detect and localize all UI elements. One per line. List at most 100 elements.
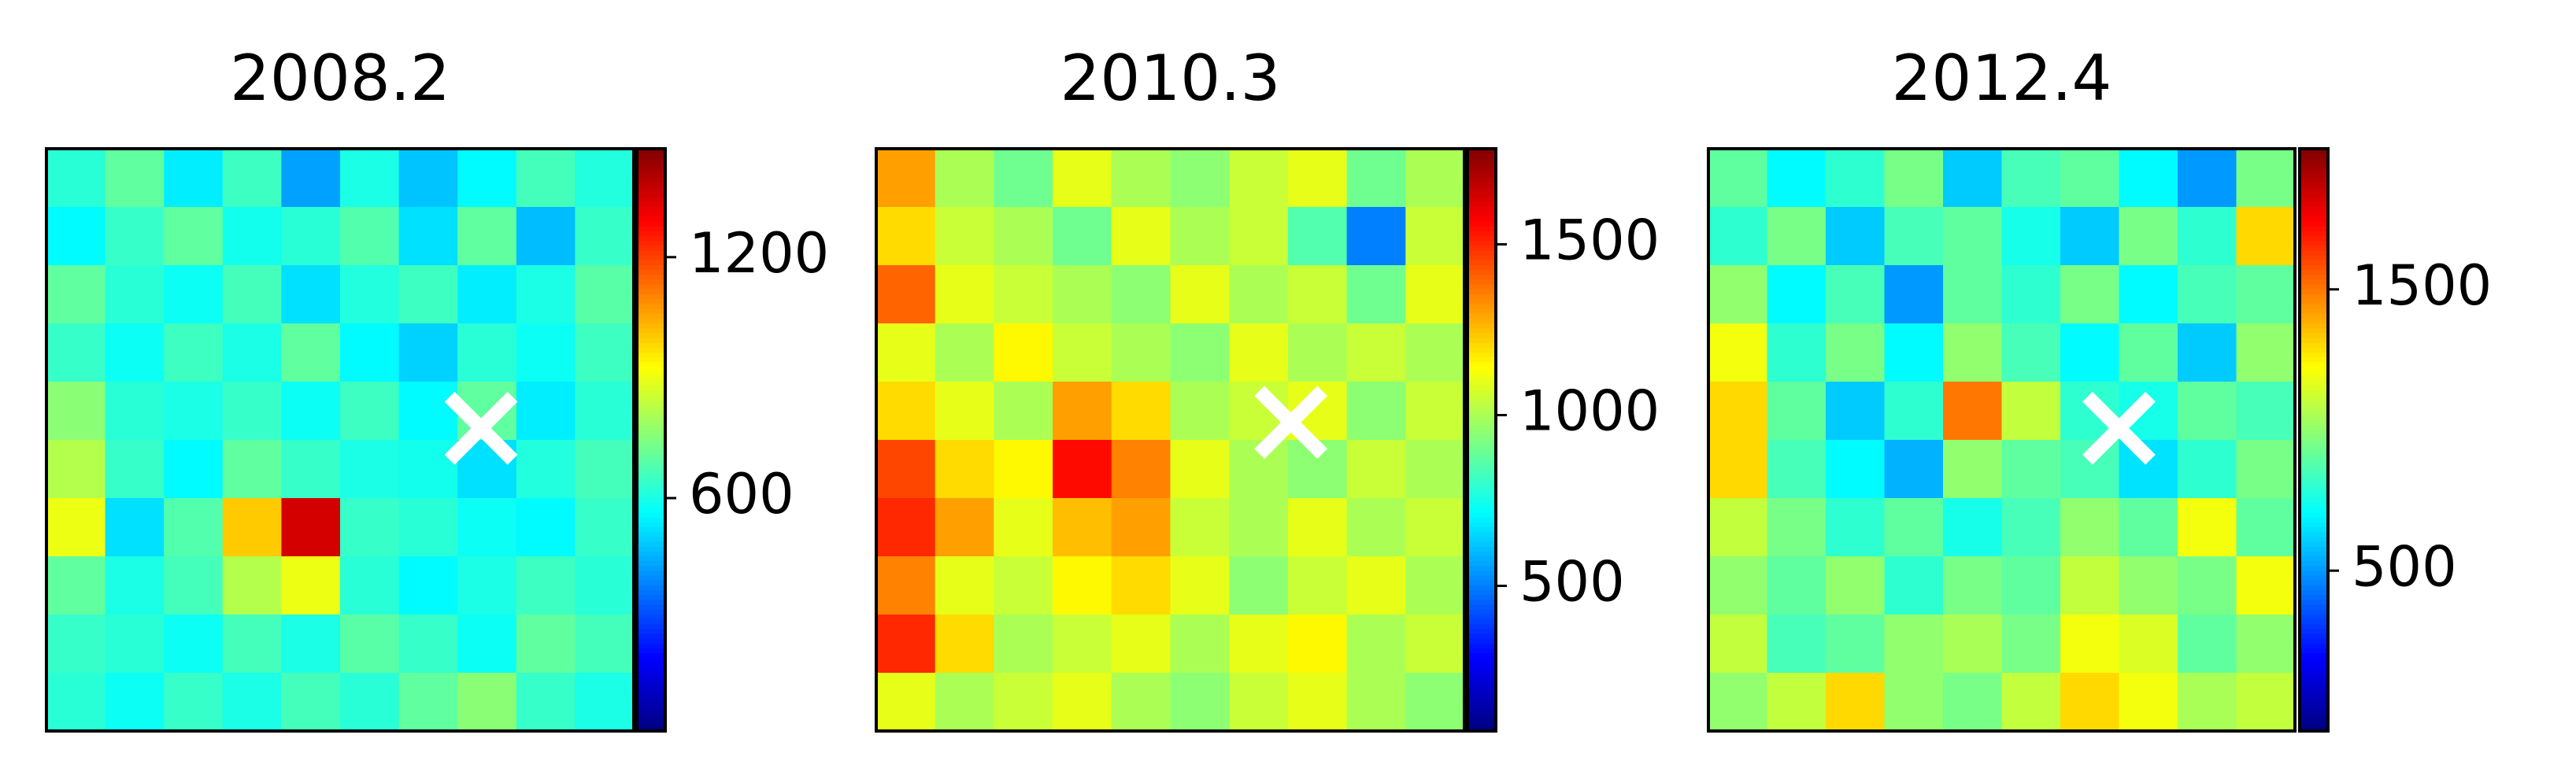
heatmap-cell	[457, 615, 517, 674]
heatmap-cell	[1884, 149, 1944, 208]
colorbar-segment	[2300, 265, 2328, 271]
heatmap-cell	[1287, 149, 1348, 208]
colorbar-segment	[1468, 517, 1496, 523]
colorbar-segment	[637, 255, 665, 261]
heatmap-cell	[281, 207, 341, 266]
colorbar-segment	[1468, 537, 1496, 543]
heatmap-cell	[1346, 440, 1406, 499]
heatmap-cell	[105, 265, 165, 324]
heatmap-cell	[994, 265, 1053, 324]
marker	[444, 391, 518, 465]
heatmap-cell	[575, 440, 635, 499]
colorbar-segment	[1468, 308, 1496, 315]
colorbar-segment	[1468, 250, 1496, 257]
colorbar-segment	[1468, 323, 1496, 329]
heatmap-cell	[994, 615, 1053, 674]
heatmap-cell	[1053, 265, 1112, 324]
colorbar-segment	[1468, 279, 1496, 286]
colorbar-segment	[637, 216, 665, 223]
heatmap-cell	[1826, 556, 1886, 615]
colorbar-segment	[637, 725, 665, 732]
colorbar-segment	[1468, 231, 1496, 237]
colorbar-segment	[2300, 556, 2328, 562]
colorbar-segment	[2300, 648, 2328, 654]
colorbar-segment	[1468, 178, 1496, 183]
heatmap-cell	[1170, 498, 1230, 557]
colorbar-segment	[637, 347, 665, 353]
colorbar-segment	[2300, 270, 2328, 275]
colorbar-tick-label: 500	[1519, 550, 1625, 615]
colorbar-segment	[1468, 313, 1496, 319]
colorbar-segment	[2300, 537, 2328, 543]
colorbar-segment	[637, 575, 665, 581]
heatmap-cell	[2060, 265, 2120, 324]
colorbar-segment	[1468, 638, 1496, 644]
heatmap-cell	[2178, 440, 2237, 499]
colorbar-segment	[1468, 454, 1496, 460]
heatmap-cell	[1826, 265, 1886, 324]
heatmap-cell	[398, 498, 458, 557]
colorbar-segment	[637, 551, 665, 557]
heatmap-cell	[1111, 323, 1171, 382]
heatmap-cell	[2060, 207, 2120, 266]
colorbar-tick-label: 600	[689, 462, 794, 526]
heatmap-cell	[1708, 498, 1768, 557]
colorbar-segment	[1468, 546, 1496, 552]
colorbar-segment	[2300, 158, 2328, 164]
colorbar-segment	[637, 197, 665, 203]
colorbar-segment	[637, 463, 665, 470]
heatmap-cell	[575, 673, 635, 732]
heatmap-cell	[2001, 440, 2061, 499]
colorbar-segment	[1468, 260, 1496, 266]
heatmap-cell	[1229, 149, 1289, 208]
heatmap-cell	[1229, 556, 1289, 615]
colorbar-segment	[1468, 425, 1496, 431]
colorbar-segment	[1468, 667, 1496, 674]
colorbar-segment	[1468, 658, 1496, 664]
heatmap-cell	[1053, 615, 1112, 674]
colorbar-segment	[637, 158, 665, 164]
colorbar-segment	[637, 440, 665, 445]
heatmap-cell	[1943, 382, 2003, 441]
colorbar-segment	[1468, 673, 1496, 678]
colorbar-segment	[637, 721, 665, 727]
heatmap-cell	[1170, 615, 1230, 674]
colorbar-segment	[637, 172, 665, 179]
colorbar-segment	[637, 663, 665, 669]
colorbar-segment	[637, 304, 665, 310]
colorbar-segment	[2300, 527, 2328, 533]
colorbar-segment	[637, 371, 665, 378]
heatmap-cell	[2236, 207, 2296, 266]
colorbar-segment	[637, 478, 665, 485]
colorbar-segment	[637, 696, 665, 703]
colorbar-frame	[635, 147, 667, 733]
heatmap-cell	[46, 382, 106, 441]
heatmap-cell	[105, 382, 165, 441]
heatmap-cell	[2178, 556, 2237, 615]
heatmap-cell	[2060, 556, 2120, 615]
heatmap-cell	[457, 207, 517, 266]
colorbar-segment	[637, 411, 665, 416]
heatmap-cell	[1767, 207, 1827, 266]
colorbar-segment	[637, 328, 665, 334]
heatmap-cell	[1884, 265, 1944, 324]
colorbar-segment	[1468, 707, 1496, 712]
heatmap-cell	[46, 498, 106, 557]
colorbar-segment	[2300, 226, 2328, 232]
colorbar-segment	[1468, 172, 1496, 179]
heatmap-cell	[281, 440, 341, 499]
colorbar-segment	[1468, 459, 1496, 465]
colorbar-segment	[1468, 541, 1496, 548]
heatmap-cell	[1346, 382, 1406, 441]
colorbar-segment	[1468, 265, 1496, 271]
colorbar-segment	[1468, 221, 1496, 227]
heatmap-cell	[2119, 556, 2178, 615]
heatmap-cell	[2178, 265, 2237, 324]
heatmap-cell	[105, 149, 165, 208]
colorbar-segment	[2300, 304, 2328, 310]
heatmap-cell	[164, 615, 224, 674]
colorbar-segment	[2300, 609, 2328, 615]
colorbar-segment	[1468, 551, 1496, 557]
heatmap-cell	[876, 615, 936, 674]
colorbar-segment	[637, 580, 665, 586]
